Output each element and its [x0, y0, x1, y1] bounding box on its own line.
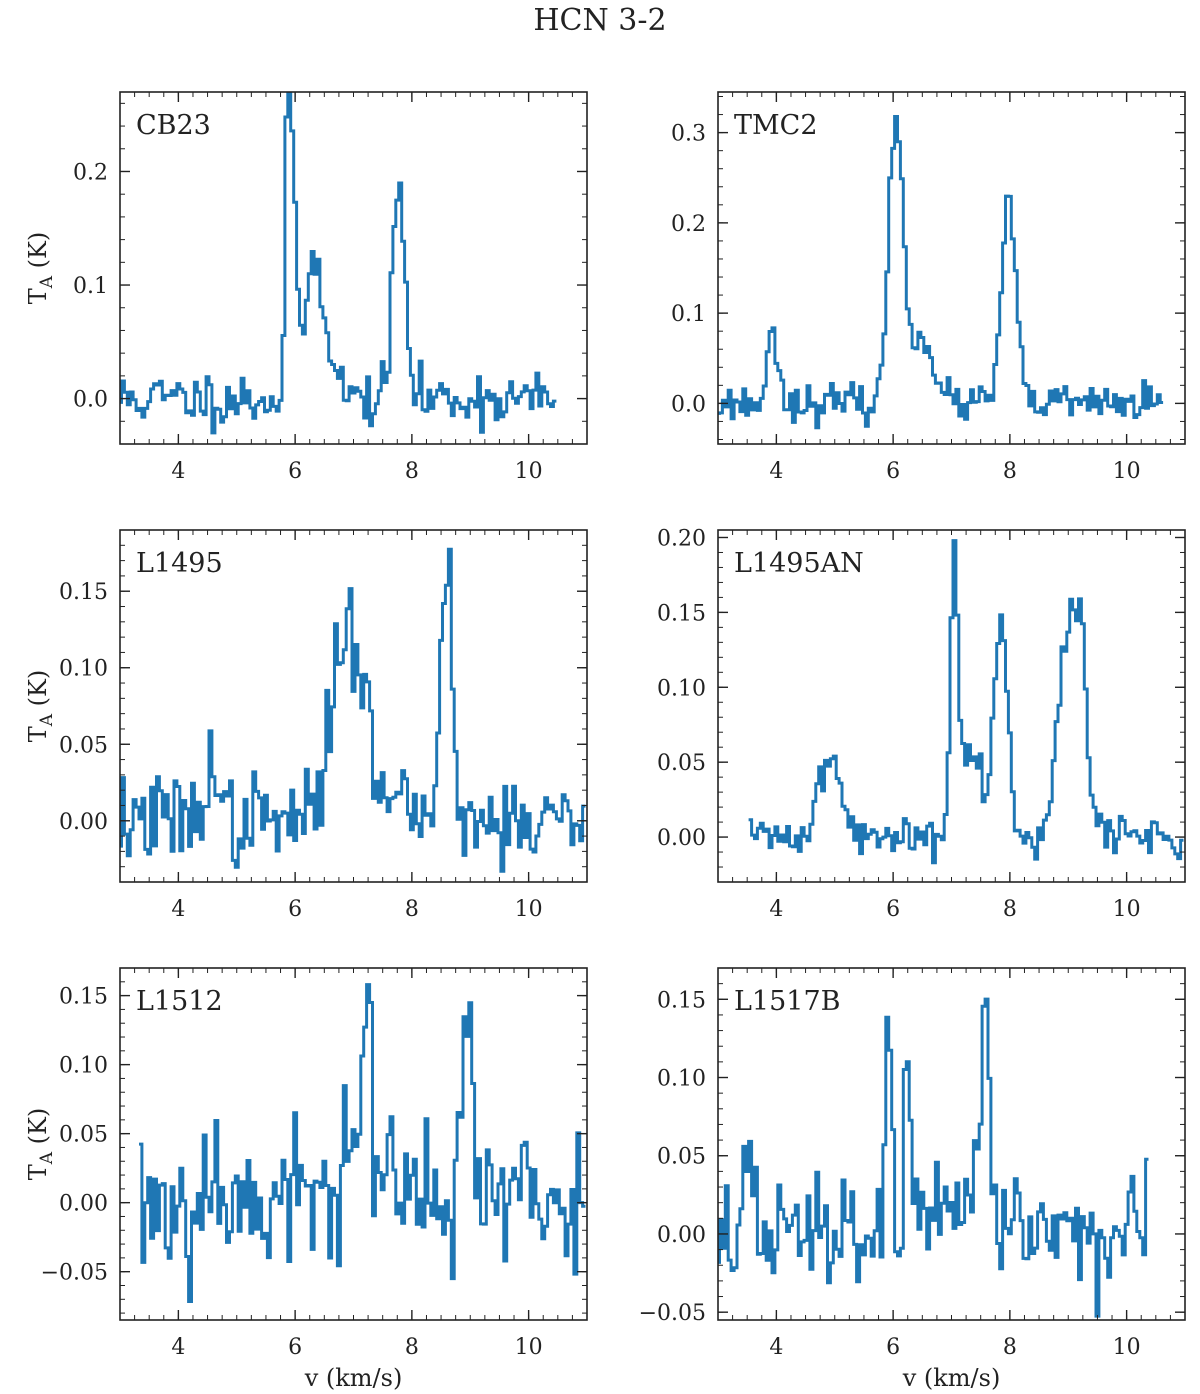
y-tick-label: 0.10 — [59, 1054, 108, 1079]
panel-label: L1517B — [734, 986, 840, 1017]
x-tick-label: 6 — [288, 1335, 302, 1360]
series-line-cb23 — [120, 92, 557, 435]
y-tick-label: 0.15 — [59, 985, 108, 1010]
x-tick-label: 4 — [171, 1335, 185, 1360]
x-tick-label: 6 — [886, 459, 900, 484]
panel-label: L1495 — [136, 548, 223, 579]
x-tick-label: 6 — [886, 1335, 900, 1360]
x-tick-label: 10 — [515, 1335, 543, 1360]
y-axis-label: TA (K) — [24, 670, 57, 743]
panel-l1512: 4 6 8 10 −0.05 0.00 0.05 0.10 0.15 L1512 TA (K) v (… — [24, 967, 588, 1392]
x-tick-label: 4 — [171, 897, 185, 922]
y-tick-label: 0.15 — [657, 988, 706, 1013]
y-axis-label-unit: (K) — [24, 232, 52, 276]
series-line-l1517b — [718, 997, 1149, 1318]
series-line-tmc2 — [718, 115, 1164, 430]
figure-title: HCN 3-2 — [533, 3, 666, 38]
y-tick-label: 0.10 — [657, 1067, 706, 1092]
y-tick-label: 0.15 — [657, 601, 706, 626]
x-tick-label: 10 — [1113, 1335, 1141, 1360]
y-tick-label: 0.15 — [59, 580, 108, 605]
x-tick-label: 10 — [1113, 459, 1141, 484]
y-axis-label-unit: (K) — [24, 670, 52, 714]
axes-frame — [717, 967, 1186, 1321]
panel-cb23: 4 6 8 10 0.0 0.1 0.2 CB23 TA (K) — [24, 91, 588, 484]
y-tick-label: 0.2 — [73, 160, 108, 185]
panel-label: L1495AN — [734, 548, 864, 579]
x-tick-label: 6 — [288, 459, 302, 484]
y-tick-label: 0.05 — [657, 751, 706, 776]
x-axis-label: v (km/s) — [902, 1364, 1001, 1392]
y-tick-label: −0.05 — [41, 1261, 108, 1286]
y-tick-label: 0.00 — [657, 1223, 706, 1248]
series-line-l1512 — [139, 983, 586, 1303]
y-axis-label-sub: A — [37, 275, 57, 289]
y-tick-label: 0.1 — [671, 302, 706, 327]
x-tick-label: 10 — [515, 897, 543, 922]
x-tick-label: 8 — [1003, 897, 1017, 922]
x-tick-label: 6 — [288, 897, 302, 922]
y-tick-label: 0.00 — [59, 810, 108, 835]
y-tick-label: 0.2 — [671, 212, 706, 237]
y-axis-label-sub: A — [37, 713, 57, 727]
y-tick-label: 0.05 — [59, 1123, 108, 1148]
y-axis-label-main: T — [24, 288, 52, 304]
x-tick-label: 8 — [405, 1335, 419, 1360]
y-axis-label-main: T — [24, 1164, 52, 1180]
y-tick-label: 0.1 — [73, 274, 108, 299]
x-tick-label: 4 — [171, 459, 185, 484]
y-tick-label: 0.05 — [657, 1145, 706, 1170]
y-axis-label: TA (K) — [24, 232, 57, 305]
x-tick-label: 8 — [405, 897, 419, 922]
y-axis-label: TA (K) — [24, 1108, 57, 1181]
x-tick-label: 4 — [769, 459, 783, 484]
y-tick-label: 0.20 — [657, 526, 706, 551]
x-tick-label: 10 — [1113, 897, 1141, 922]
series-line-l1495 — [120, 547, 586, 873]
panel-label: TMC2 — [734, 110, 818, 141]
panel-l1517b: 4 6 8 10 −0.05 0.00 0.05 0.10 0.15 L1517B v (km/s) — [639, 967, 1186, 1392]
y-tick-label: 0.05 — [59, 733, 108, 758]
y-tick-label: 0.00 — [657, 826, 706, 851]
x-tick-label: 4 — [769, 897, 783, 922]
panel-tmc2: 4 6 8 10 0.0 0.1 0.2 0.3 TMC2 — [671, 91, 1186, 484]
y-tick-label: 0.0 — [73, 388, 108, 413]
x-tick-label: 4 — [769, 1335, 783, 1360]
y-axis-label-unit: (K) — [24, 1108, 52, 1152]
panel-l1495an: 4 6 8 10 0.00 0.05 0.10 0.15 0.20 L1495AN — [657, 526, 1186, 922]
x-tick-label: 6 — [886, 897, 900, 922]
x-tick-label: 8 — [1003, 1335, 1017, 1360]
y-tick-label: 0.3 — [671, 122, 706, 147]
y-axis-label-sub: A — [37, 1151, 57, 1165]
panel-label: L1512 — [136, 986, 223, 1017]
y-tick-label: −0.05 — [639, 1301, 706, 1326]
y-tick-label: 0.00 — [59, 1192, 108, 1217]
y-axis-label-main: T — [24, 726, 52, 742]
x-axis-label: v (km/s) — [304, 1364, 403, 1392]
series-line-l1495an — [748, 539, 1184, 865]
x-tick-label: 10 — [515, 459, 543, 484]
panel-l1495: 4 6 8 10 0.00 0.05 0.10 0.15 L1495 TA (K) — [24, 529, 588, 922]
panel-label: CB23 — [136, 110, 211, 141]
y-tick-label: 0.10 — [59, 657, 108, 682]
y-tick-label: 0.0 — [671, 392, 706, 417]
x-tick-label: 8 — [1003, 459, 1017, 484]
x-tick-label: 8 — [405, 459, 419, 484]
y-tick-label: 0.10 — [657, 676, 706, 701]
